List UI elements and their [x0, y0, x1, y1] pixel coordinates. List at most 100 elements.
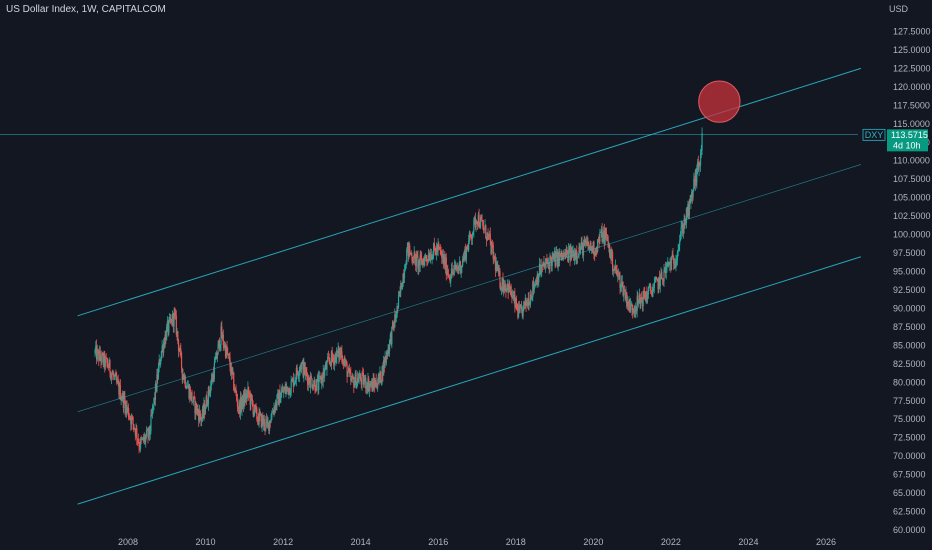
candle-body	[510, 286, 512, 296]
candle-body	[104, 353, 106, 367]
candle-body	[383, 360, 385, 376]
candle-body	[517, 309, 519, 318]
candle-body	[304, 368, 306, 375]
candle-body	[274, 402, 277, 411]
candle-body	[695, 170, 697, 183]
candle-body	[648, 286, 650, 289]
candle-body	[448, 274, 450, 278]
candle-body	[686, 208, 688, 217]
candle-body	[442, 254, 444, 264]
candle-body	[569, 246, 571, 260]
candle-body	[276, 395, 278, 407]
candle-body	[110, 373, 113, 379]
candle-body	[161, 346, 163, 352]
candle-body	[254, 404, 256, 409]
candle-body	[610, 249, 612, 261]
candle-body	[364, 377, 366, 381]
candle-body	[139, 438, 142, 449]
candle-body	[585, 241, 588, 245]
candle-body	[389, 334, 391, 340]
y-tick-label: 60.0000	[893, 525, 926, 535]
candle-body	[127, 407, 129, 410]
candle-body	[566, 249, 568, 253]
candle-body	[638, 300, 640, 303]
candle-body	[699, 152, 702, 166]
candle-body	[223, 344, 225, 348]
candle-body	[595, 248, 597, 252]
candle-body	[372, 379, 374, 392]
candle-body	[350, 378, 353, 382]
candle-body	[236, 400, 239, 407]
candle-body	[215, 352, 218, 359]
candle-body	[185, 386, 187, 389]
candle-body	[597, 239, 599, 252]
candle-body	[371, 380, 374, 392]
y-tick-label: 77.5000	[893, 396, 926, 406]
candle-body	[623, 289, 625, 296]
candle-body	[556, 252, 558, 254]
candle-body	[348, 368, 350, 372]
candle-body	[101, 353, 103, 363]
candle-body	[459, 261, 462, 274]
candle-body	[498, 271, 500, 273]
channel-line-upper	[77, 67, 862, 317]
candle-body	[591, 247, 594, 253]
candle-body	[195, 403, 197, 414]
candle-body	[413, 252, 415, 264]
candle-body	[159, 359, 161, 365]
candle-body	[427, 259, 429, 261]
candle-body	[553, 254, 555, 259]
candle-body	[611, 252, 614, 271]
candle-body	[663, 269, 665, 282]
candle-body	[659, 274, 661, 287]
candle-body	[117, 381, 119, 384]
candle-body	[606, 236, 608, 238]
y-tick-label: 107.5000	[893, 174, 931, 184]
candle-body	[696, 162, 699, 168]
candle-body	[342, 361, 344, 364]
candle-body	[485, 238, 488, 241]
y-tick-label: 92.5000	[893, 285, 926, 295]
candle-body	[189, 389, 191, 399]
candle-body	[562, 256, 564, 259]
candle-body	[626, 301, 629, 307]
candle-body	[592, 242, 594, 253]
candle-body	[368, 385, 371, 391]
candle-body	[180, 348, 182, 353]
candle-body	[561, 251, 563, 257]
y-tick-label: 127.5000	[893, 26, 931, 36]
candle-body	[632, 308, 635, 313]
candle-body	[149, 431, 151, 435]
candle-body	[578, 247, 580, 256]
candle-body	[634, 311, 636, 313]
candle-body	[190, 392, 192, 400]
candle-body	[430, 254, 432, 260]
candle-body	[481, 220, 483, 222]
candle-body	[632, 310, 634, 313]
candle-body	[202, 408, 204, 415]
candle-body	[213, 373, 215, 379]
candle-body	[207, 404, 209, 406]
candle-body	[155, 383, 157, 391]
candle-body	[438, 246, 441, 250]
candle-body	[603, 230, 605, 245]
candle-body	[509, 286, 512, 292]
candle-body	[559, 253, 561, 258]
candle-body	[251, 399, 253, 404]
candle-body	[379, 371, 381, 380]
candle-body	[558, 252, 560, 261]
candle-body	[596, 251, 598, 253]
candle-body	[482, 221, 484, 226]
candle-body	[520, 306, 523, 310]
symbol-tag-text: DXY	[865, 130, 884, 140]
candle-body	[665, 266, 667, 274]
candle-body	[177, 331, 179, 340]
candle-body	[643, 290, 645, 294]
candle-body	[208, 387, 210, 393]
candle-body	[193, 396, 195, 398]
candle-body	[513, 294, 515, 298]
candle-body	[629, 299, 631, 313]
candle-body	[480, 216, 482, 221]
candle-body	[624, 290, 626, 299]
